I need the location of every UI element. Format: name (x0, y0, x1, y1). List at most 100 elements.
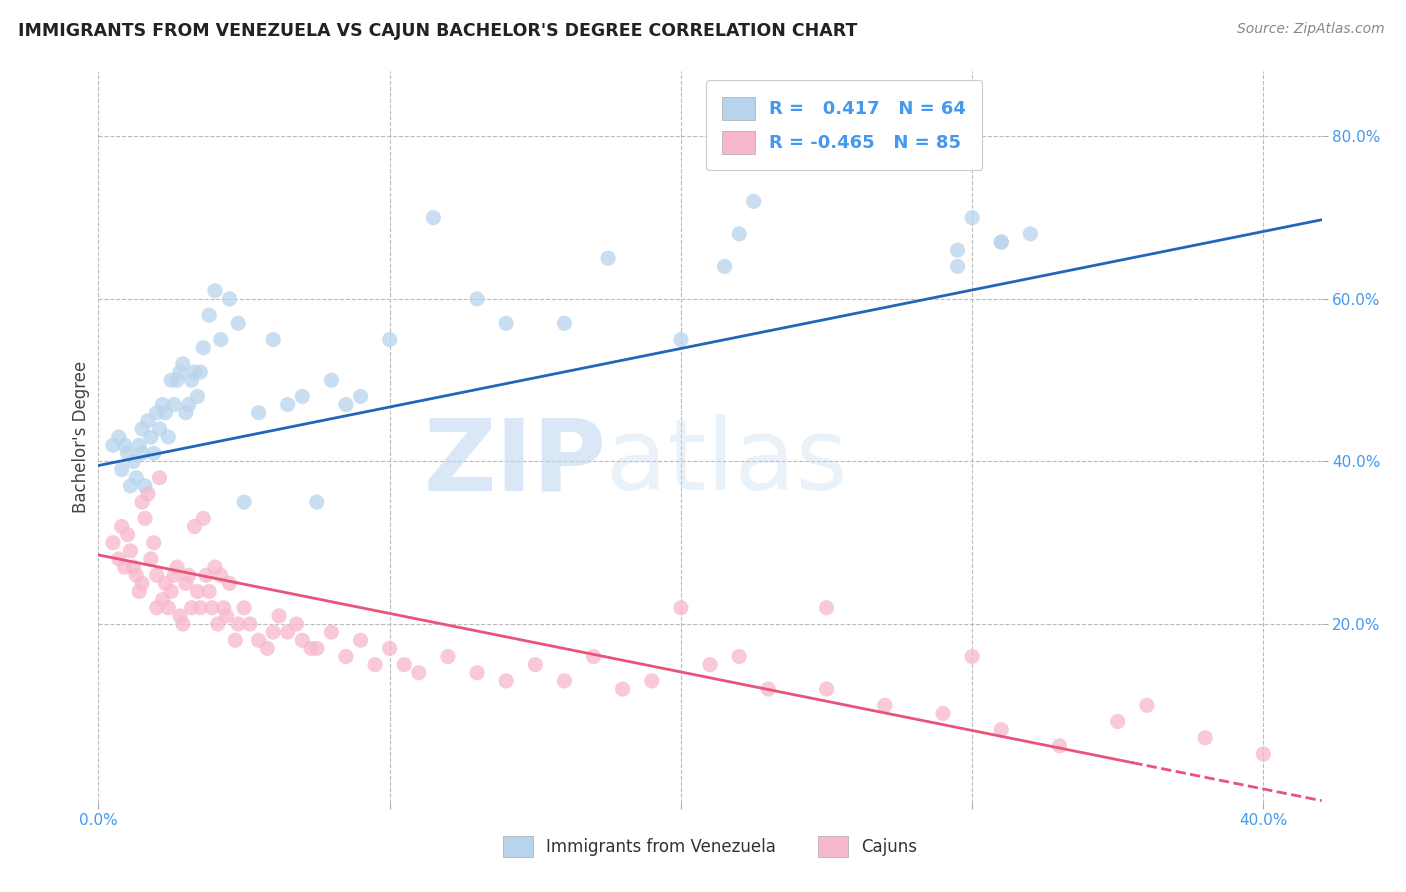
Point (946, 260, 969, 274)
Point (305, 495, 328, 509)
Point (335, 649, 357, 664)
Text: ZIP: ZIP (423, 414, 606, 511)
Point (728, 649, 751, 664)
Point (195, 568, 218, 582)
Point (157, 600, 180, 615)
Point (256, 641, 278, 656)
Point (226, 316, 249, 330)
Point (990, 235, 1012, 249)
Point (262, 333, 284, 347)
Point (152, 398, 174, 412)
Point (209, 568, 232, 582)
Point (157, 430, 180, 444)
Point (122, 454, 145, 468)
Point (139, 552, 162, 566)
Point (134, 479, 156, 493)
Point (108, 552, 131, 566)
Point (204, 284, 226, 298)
Text: atlas: atlas (606, 414, 848, 511)
Point (212, 600, 235, 615)
Point (873, 698, 896, 713)
Point (155, 576, 177, 591)
Point (612, 681, 634, 696)
Point (233, 600, 256, 615)
Point (128, 438, 150, 452)
Point (198, 308, 221, 322)
Point (277, 398, 299, 412)
Text: IMMIGRANTS FROM VENEZUELA VS CAJUN BACHELOR'S DEGREE CORRELATION CHART: IMMIGRANTS FROM VENEZUELA VS CAJUN BACHE… (18, 22, 858, 40)
Point (207, 617, 229, 632)
Point (160, 584, 183, 599)
Point (277, 625, 299, 640)
Point (903, 129, 925, 144)
Point (1136, 698, 1159, 713)
Point (233, 495, 256, 509)
Point (1253, 747, 1275, 761)
Point (117, 446, 139, 460)
Point (247, 406, 270, 420)
Point (247, 633, 270, 648)
Point (713, 260, 735, 274)
Point (169, 365, 191, 379)
Point (101, 438, 124, 452)
Point (669, 333, 692, 347)
Point (145, 600, 167, 615)
Point (134, 511, 156, 525)
Point (111, 462, 134, 476)
Point (172, 617, 194, 632)
Point (114, 560, 136, 574)
Point (136, 414, 159, 428)
Point (990, 235, 1012, 249)
Point (932, 706, 955, 721)
Point (392, 657, 416, 672)
Point (131, 446, 153, 460)
Point (495, 673, 517, 688)
Point (1107, 714, 1129, 729)
Point (122, 560, 145, 574)
Point (149, 422, 172, 436)
Point (553, 673, 575, 688)
Point (163, 568, 186, 582)
Point (728, 227, 751, 241)
Point (1049, 739, 1071, 753)
Point (378, 333, 401, 347)
Point (267, 608, 290, 623)
Point (495, 316, 517, 330)
Point (422, 211, 444, 225)
Point (815, 600, 838, 615)
Point (131, 495, 153, 509)
Text: Source: ZipAtlas.com: Source: ZipAtlas.com (1237, 22, 1385, 37)
Point (349, 633, 371, 648)
Point (1194, 731, 1216, 745)
Point (465, 665, 488, 680)
Point (408, 665, 430, 680)
Point (186, 584, 208, 599)
Point (524, 657, 547, 672)
Point (291, 389, 314, 403)
Point (641, 673, 664, 688)
Point (120, 544, 142, 558)
Point (114, 438, 136, 452)
Point (204, 560, 226, 574)
Point (193, 341, 215, 355)
Point (699, 657, 721, 672)
Point (815, 681, 838, 696)
Point (145, 406, 167, 420)
Point (218, 576, 240, 591)
Point (960, 211, 983, 225)
Legend: Immigrants from Venezuela, Cajuns: Immigrants from Venezuela, Cajuns (496, 830, 924, 864)
Point (209, 333, 232, 347)
Point (160, 373, 183, 387)
Point (183, 365, 205, 379)
Point (582, 649, 605, 664)
Point (125, 568, 148, 582)
Point (139, 430, 162, 444)
Point (183, 519, 205, 533)
Point (188, 600, 212, 615)
Point (990, 723, 1012, 737)
Point (149, 471, 172, 485)
Point (946, 243, 969, 257)
Point (873, 113, 896, 128)
Point (1019, 227, 1042, 241)
Point (111, 519, 134, 533)
